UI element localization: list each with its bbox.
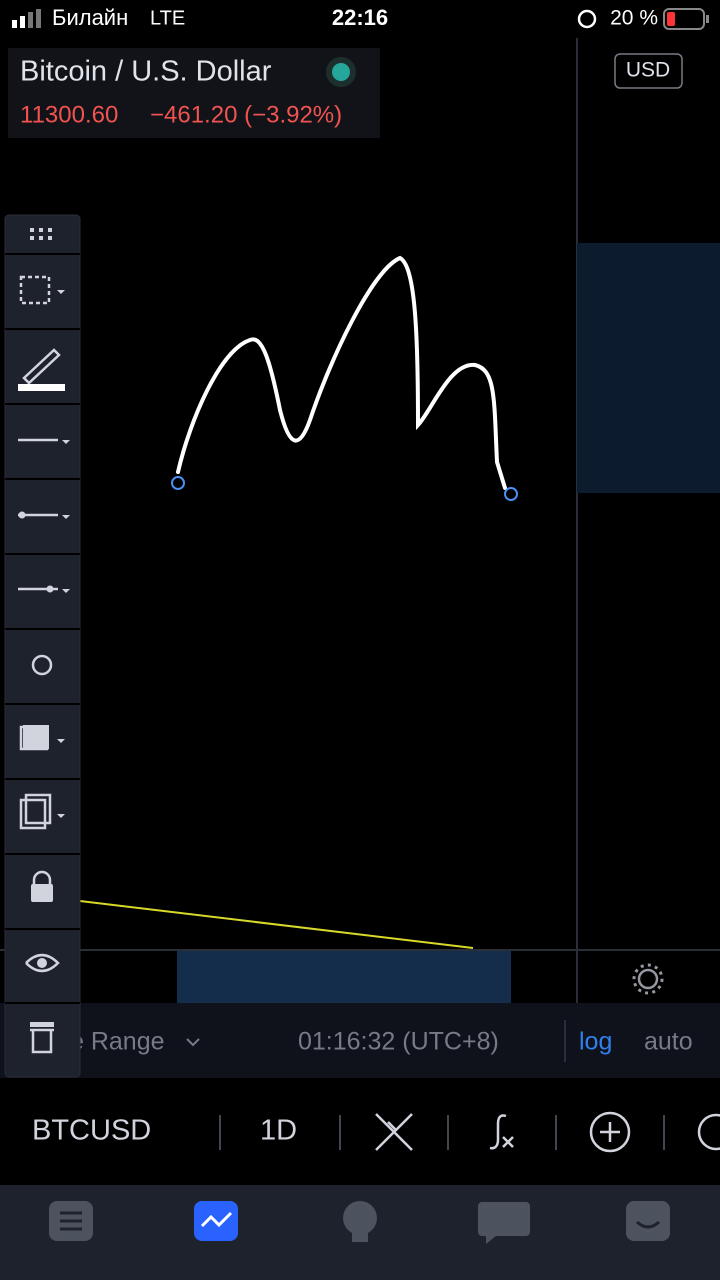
interval-button[interactable]: 1D <box>260 1115 297 1147</box>
battery-text: 20 % <box>610 7 658 30</box>
range-bar <box>0 1003 720 1078</box>
last-price: 11300.60 <box>20 101 118 128</box>
currency-button[interactable] <box>614 53 683 89</box>
symbol-title: Bitcoin / U.S. Dollar <box>20 56 272 88</box>
drawing-handle <box>171 476 185 490</box>
timezone-clock[interactable]: 01:16:32 (UTC+8) <box>298 1028 499 1056</box>
drawing-handle <box>504 487 518 501</box>
market-status-dot <box>332 63 350 81</box>
toolbar-icons[interactable] <box>375 1111 720 1153</box>
hand-drawing <box>176 255 507 490</box>
trend-line <box>79 900 474 949</box>
network: LTE <box>150 7 185 29</box>
battery-icon <box>663 8 709 30</box>
chart-background <box>0 38 720 1003</box>
log-toggle[interactable]: log <box>579 1028 612 1056</box>
nav-icons <box>49 1201 670 1244</box>
drawing-toolbar <box>4 214 81 1078</box>
chevron <box>186 1038 200 1047</box>
time-range-highlight <box>177 951 511 1003</box>
signal-icon <box>12 9 41 28</box>
auto-toggle[interactable]: auto <box>644 1028 693 1056</box>
carrier: Билайн <box>52 5 128 30</box>
clock: 22:16 <box>332 5 388 30</box>
symbol-button[interactable]: BTCUSD <box>32 1115 151 1147</box>
price-range-highlight <box>577 243 720 493</box>
symbol-header <box>8 48 380 138</box>
settings-icon[interactable] <box>632 963 664 995</box>
alarm-icon <box>577 9 597 29</box>
price-change: −461.20 (−3.92%) <box>150 101 342 128</box>
currency-label[interactable]: USD <box>626 59 670 82</box>
date-range-button[interactable]: e Range <box>70 1028 165 1056</box>
status-bar <box>0 0 720 38</box>
